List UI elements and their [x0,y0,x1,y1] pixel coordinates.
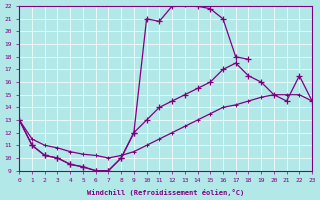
X-axis label: Windchill (Refroidissement éolien,°C): Windchill (Refroidissement éolien,°C) [87,189,244,196]
